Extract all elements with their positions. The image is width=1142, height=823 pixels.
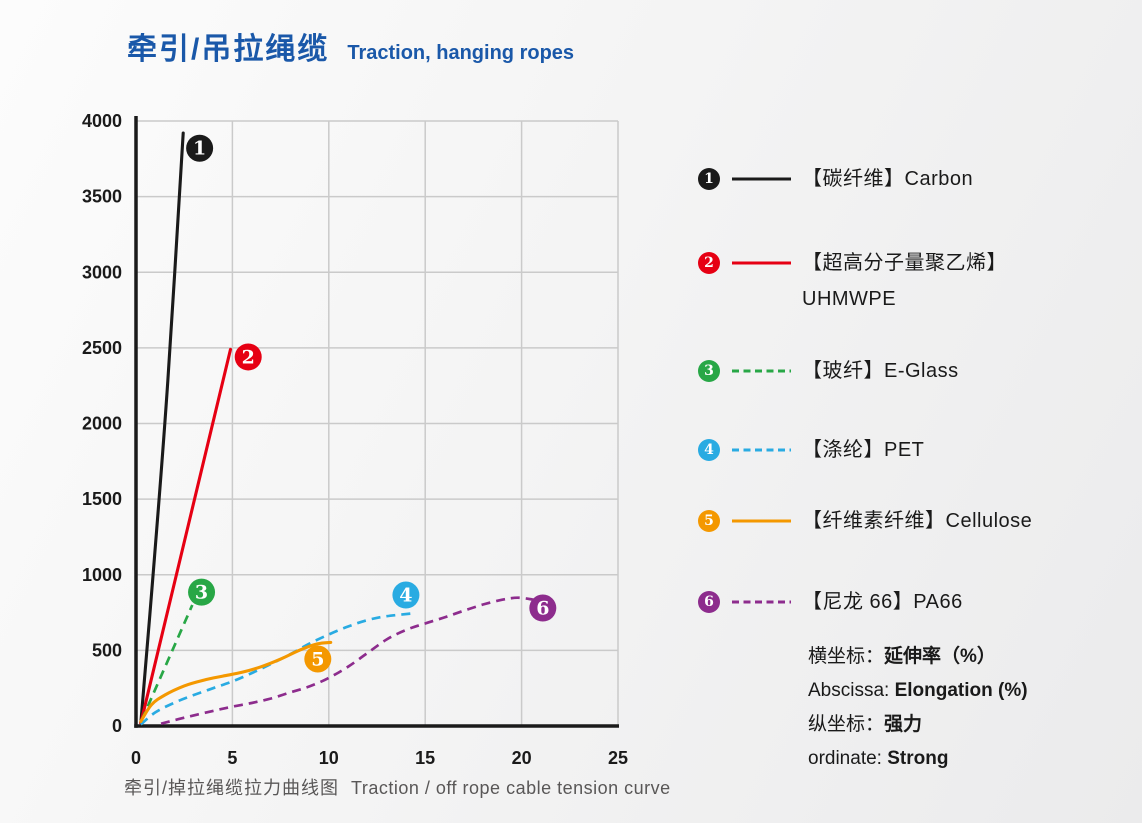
x-tick-label: 5 xyxy=(227,748,237,768)
y-tick-label: 1000 xyxy=(82,565,122,585)
note-value: 强力 xyxy=(884,714,923,735)
note-ordinate-en: ordinate: Strong xyxy=(808,742,1028,776)
series-badge-circle xyxy=(529,594,557,622)
series-curve-pa66 xyxy=(160,596,534,726)
y-tick-label: 2000 xyxy=(82,414,122,434)
page-title-en: Traction, hanging ropes xyxy=(347,42,575,64)
note-label: 横坐标： xyxy=(808,646,885,667)
y-tick-label: 3500 xyxy=(82,187,122,207)
series-badge-number: 3 xyxy=(195,582,208,604)
series-badge-circle xyxy=(392,581,420,609)
x-tick-label: 15 xyxy=(415,748,435,768)
note-abscissa-zh: 横坐标：延伸率（%） xyxy=(808,640,1028,674)
note-label: ordinate: xyxy=(808,748,888,769)
note-value: Elongation (%) xyxy=(894,680,1028,701)
series-badge-number: 6 xyxy=(536,598,549,620)
note-abscissa-en: Abscissa: Elongation (%) xyxy=(808,674,1028,708)
y-tick-label: 500 xyxy=(92,640,122,660)
note-value: Strong xyxy=(887,748,949,769)
y-tick-label: 0 xyxy=(112,716,122,736)
series-badge-number: 1 xyxy=(193,138,206,160)
series-badge-circle xyxy=(234,343,262,371)
series-badge-number: 5 xyxy=(311,648,324,670)
note-value: 延伸率（%） xyxy=(884,646,996,667)
x-tick-label: 10 xyxy=(319,748,339,768)
note-label: 纵坐标： xyxy=(808,714,885,735)
axis-notes: 横坐标：延伸率（%） Abscissa: Elongation (%) 纵坐标：… xyxy=(808,640,1028,776)
series-curve-e-glass xyxy=(140,604,194,721)
y-tick-label: 2500 xyxy=(82,338,122,358)
y-tick-label: 4000 xyxy=(82,111,122,131)
chart-caption-zh: 牵引/掉拉绳缆拉力曲线图 xyxy=(124,778,339,798)
series-badge-circle xyxy=(188,578,216,606)
y-tick-label: 1500 xyxy=(82,489,122,509)
x-tick-label: 0 xyxy=(131,748,141,768)
chart-caption: 牵引/掉拉绳缆拉力曲线图 Traction / off rope cable te… xyxy=(124,774,671,800)
x-tick-label: 20 xyxy=(512,748,532,768)
y-tick-label: 3000 xyxy=(82,262,122,282)
series-badge-number: 2 xyxy=(242,346,255,368)
series-curve- xyxy=(139,347,233,725)
series-badge-circle xyxy=(304,645,332,673)
note-ordinate-zh: 纵坐标：强力 xyxy=(808,708,1028,742)
series-curve-cellulose xyxy=(139,640,333,724)
note-label: Abscissa: xyxy=(808,680,895,701)
page-title-zh: 牵引/吊拉绳缆 xyxy=(127,33,330,66)
series-badge-circle xyxy=(186,134,214,162)
series-curve-pet xyxy=(139,611,414,726)
x-tick-label: 25 xyxy=(608,748,628,768)
series-curve-carbon xyxy=(139,131,185,725)
chart-caption-en: Traction / off rope cable tension curve xyxy=(351,778,671,798)
series-badge-number: 4 xyxy=(399,585,412,607)
page-title: 牵引/吊拉绳缆 Traction, hanging ropes xyxy=(127,24,574,68)
